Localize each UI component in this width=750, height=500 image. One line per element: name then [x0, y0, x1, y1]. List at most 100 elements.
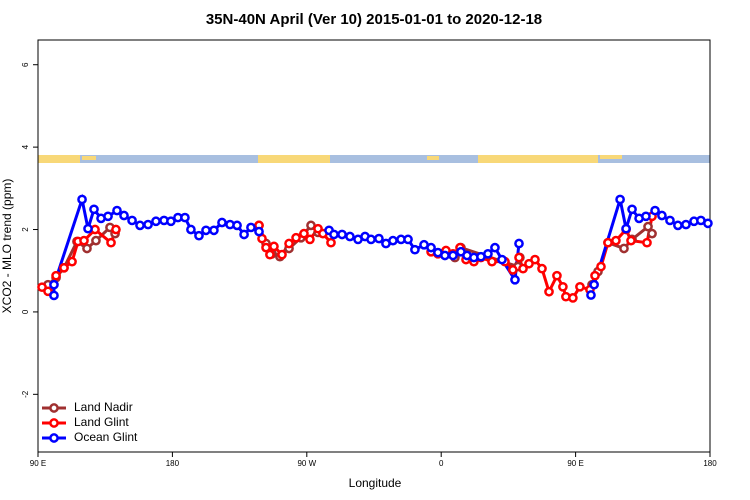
data-point: [166, 216, 176, 227]
data-point: [366, 234, 376, 245]
x-tick-label: 180: [703, 459, 717, 468]
series-line: [52, 193, 709, 296]
chart-title: 35N-40N April (Ver 10) 2015-01-01 to 202…: [206, 11, 542, 28]
legend-marker: [49, 403, 59, 413]
plot-frame: [37, 39, 711, 453]
y-tick-label: 2: [21, 227, 30, 232]
legend-label: Land Nadir: [74, 400, 133, 414]
data-point: [299, 228, 309, 239]
legend-marker: [49, 433, 59, 443]
data-point: [151, 216, 161, 227]
y-tick-label: -2: [21, 390, 30, 398]
data-point: [410, 244, 420, 255]
data-point: [91, 235, 101, 246]
data-point: [627, 204, 637, 215]
data-point: [642, 237, 652, 248]
land-mask: [38, 155, 710, 163]
data-point: [657, 210, 667, 221]
data-point: [603, 237, 613, 248]
data-point: [291, 232, 301, 243]
data-point: [269, 241, 279, 252]
y-tick-label: 6: [21, 62, 30, 67]
data-point: [619, 243, 629, 254]
data-point: [265, 249, 275, 260]
data-point: [558, 281, 568, 292]
land-strip: [427, 156, 439, 160]
data-point: [530, 254, 540, 265]
y-tick-label: 0: [21, 309, 30, 314]
data-point: [552, 270, 562, 281]
data-point: [615, 194, 625, 205]
data-point: [508, 265, 518, 275]
data-point: [180, 212, 190, 223]
legend-label: Ocean Glint: [74, 430, 138, 444]
data-point: [568, 293, 578, 303]
data-point: [112, 205, 122, 216]
data-point: [135, 220, 145, 231]
data-point: [239, 229, 249, 240]
data-point: [544, 286, 554, 297]
data-point: [143, 219, 153, 230]
x-tick-label: 90 E: [567, 459, 583, 468]
ocean-strip: [38, 155, 710, 163]
data-point: [596, 261, 606, 272]
data-point: [79, 235, 89, 246]
x-axis-label: Longitude: [349, 476, 402, 490]
land-strip: [38, 155, 80, 163]
data-point: [518, 263, 528, 274]
data-point: [490, 242, 500, 253]
data-point: [83, 223, 93, 234]
data-point: [514, 252, 524, 263]
data-point: [590, 270, 600, 281]
data-point: [209, 225, 219, 236]
data-point: [201, 225, 211, 236]
data-point: [650, 205, 660, 216]
data-point: [186, 224, 196, 235]
data-point: [510, 274, 520, 285]
land-strip: [600, 155, 622, 159]
data-point: [119, 210, 129, 221]
data-point: [329, 229, 339, 240]
data-point: [483, 248, 493, 259]
data-point: [106, 237, 116, 248]
data-point: [305, 234, 315, 245]
y-axis-label: XCO2 - MLO trend (ppm): [0, 179, 14, 314]
data-point: [103, 211, 113, 222]
data-point: [647, 228, 657, 239]
data-point: [217, 217, 227, 228]
land-strip: [478, 155, 598, 163]
x-tick-label: 180: [166, 459, 180, 468]
data-point: [127, 215, 137, 226]
data-point: [59, 262, 69, 273]
data-point: [537, 263, 547, 274]
data-point: [514, 238, 524, 249]
data-point: [254, 226, 264, 237]
land-strip: [82, 156, 96, 160]
data-point: [487, 256, 497, 267]
data-point: [589, 279, 599, 290]
data-point: [49, 290, 59, 301]
data-point: [673, 220, 683, 231]
data-point: [388, 235, 398, 246]
data-point: [586, 290, 596, 300]
data-point: [49, 279, 59, 290]
data-point: [77, 194, 87, 205]
legend-label: Land Glint: [74, 415, 129, 429]
data-point: [232, 220, 242, 231]
data-point: [681, 219, 691, 230]
data-point: [448, 250, 458, 261]
data-point: [611, 235, 621, 246]
data-point: [621, 223, 631, 234]
data-point: [194, 230, 204, 241]
data-point: [277, 249, 287, 260]
land-strip: [258, 155, 330, 163]
x-tick-label: 90 W: [297, 459, 316, 468]
data-point: [641, 211, 651, 222]
data-point: [284, 238, 294, 249]
data-point: [426, 242, 436, 253]
data-point: [345, 231, 355, 242]
x-tick-label: 0: [439, 459, 444, 468]
data-point: [111, 224, 121, 235]
